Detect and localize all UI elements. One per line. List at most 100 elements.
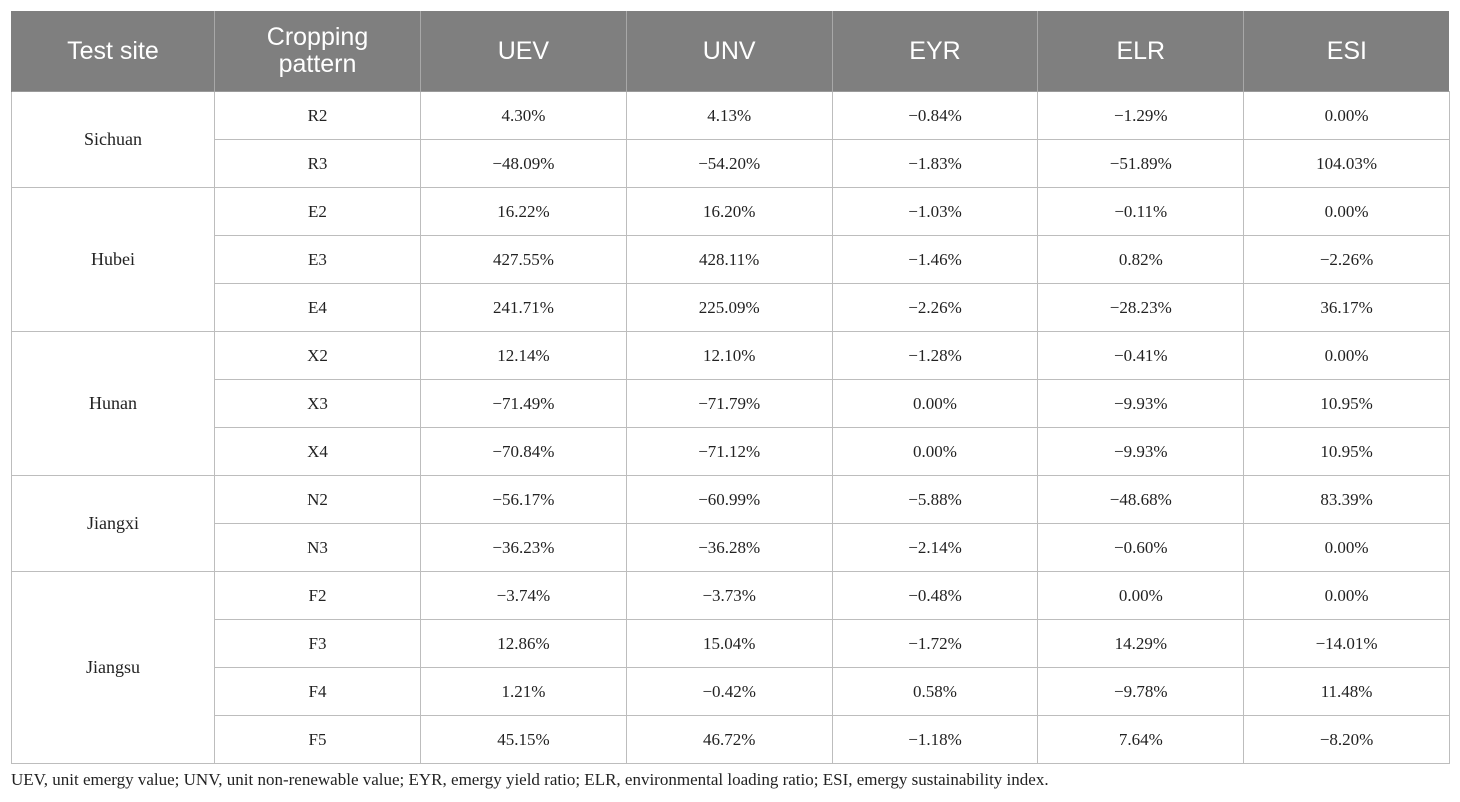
cell-esi: 83.39% — [1243, 475, 1450, 524]
table-row: F5 45.15% 46.72% −1.18% 7.64% −8.20% — [12, 715, 1450, 764]
cell-test-site: Jiangsu — [11, 571, 215, 764]
table-row: X4 −70.84% −71.12% 0.00% −9.93% 10.95% — [12, 427, 1450, 476]
cell-elr: −9.93% — [1037, 379, 1245, 428]
header-elr: ELR — [1037, 11, 1244, 92]
cell-eyr: −1.03% — [831, 187, 1039, 236]
header-eyr: EYR — [831, 11, 1038, 92]
cell-unv: −54.20% — [625, 139, 833, 188]
table-row: Jiangxi N2 −56.17% −60.99% −5.88% −48.68% 83.3… — [11, 475, 1450, 572]
table-row: Jiangsu F2 −3.74% −3.73% −0.48% 0.00% 0.00% — [11, 571, 1450, 764]
cell-unv: 46.72% — [625, 715, 833, 764]
cell-uev: 12.14% — [420, 331, 627, 380]
cell-unv: 16.20% — [625, 187, 833, 236]
cell-uev: −56.17% — [420, 475, 627, 524]
cell-cropping-pattern: X3 — [214, 379, 421, 428]
cell-elr: −48.68% — [1037, 475, 1245, 524]
cell-unv: −0.42% — [625, 667, 833, 716]
cell-elr: −28.23% — [1037, 283, 1245, 332]
cell-eyr: −5.88% — [831, 475, 1039, 524]
cell-test-site: Hubei — [11, 187, 215, 332]
header-cropping-pattern-text: Cropping pattern — [266, 23, 369, 78]
cell-unv: 4.13% — [625, 91, 833, 140]
cell-unv: −36.28% — [625, 523, 833, 572]
header-row: Test site Cropping pattern UEV UNV EYR EL… — [11, 11, 1450, 92]
cell-eyr: 0.00% — [831, 427, 1039, 476]
header-cropping-pattern: Cropping pattern — [214, 11, 421, 92]
cell-cropping-pattern: F2 — [214, 571, 421, 620]
cell-uev: 1.21% — [420, 667, 627, 716]
cell-esi: 0.00% — [1243, 331, 1450, 380]
cell-uev: 45.15% — [420, 715, 627, 764]
cell-cropping-pattern: E4 — [214, 283, 421, 332]
cell-uev: 427.55% — [420, 235, 627, 284]
cell-cropping-pattern: F4 — [214, 667, 421, 716]
cell-elr: −0.11% — [1037, 187, 1245, 236]
cell-elr: −51.89% — [1037, 139, 1245, 188]
header-test-site: Test site — [11, 11, 215, 92]
cell-esi: 104.03% — [1243, 139, 1450, 188]
table-footnote: UEV, unit emergy value; UNV, unit non-re… — [11, 770, 1049, 789]
cell-eyr: −1.18% — [831, 715, 1039, 764]
cell-elr: 7.64% — [1037, 715, 1245, 764]
table-row: N3 −36.23% −36.28% −2.14% −0.60% 0.00% — [12, 523, 1450, 572]
table-row: Hubei E2 16.22% 16.20% −1.03% −0.11% 0.00% — [11, 187, 1450, 332]
cell-eyr: −1.72% — [831, 619, 1039, 668]
cell-elr: 0.00% — [1037, 571, 1245, 620]
cell-test-site: Hunan — [11, 331, 215, 476]
cell-uev: 241.71% — [420, 283, 627, 332]
cell-cropping-pattern: E3 — [214, 235, 421, 284]
cell-elr: −0.41% — [1037, 331, 1245, 380]
table-row: Sichuan R2 4.30% 4.13% −0.84% −1.29% 0.00% — [11, 91, 1450, 188]
cell-eyr: −1.83% — [831, 139, 1039, 188]
header-esi: ESI — [1243, 11, 1450, 92]
cell-elr: 14.29% — [1037, 619, 1245, 668]
cell-uev: 16.22% — [420, 187, 627, 236]
table-row: R3 −48.09% −54.20% −1.83% −51.89% 104.03% — [12, 139, 1450, 188]
emergy-table-container: Test site Cropping pattern UEV UNV EYR EL… — [11, 11, 1450, 764]
cell-eyr: −1.46% — [831, 235, 1039, 284]
cell-esi: −14.01% — [1243, 619, 1450, 668]
cell-cropping-pattern: E2 — [214, 187, 421, 236]
cell-uev: −48.09% — [420, 139, 627, 188]
cell-eyr: −0.84% — [831, 91, 1039, 140]
cell-cropping-pattern: F3 — [214, 619, 421, 668]
cell-uev: −3.74% — [420, 571, 627, 620]
cell-eyr: −2.26% — [831, 283, 1039, 332]
cell-unv: 428.11% — [625, 235, 833, 284]
cell-cropping-pattern: F5 — [214, 715, 421, 764]
cell-elr: −9.93% — [1037, 427, 1245, 476]
cell-esi: −2.26% — [1243, 235, 1450, 284]
cell-unv: −60.99% — [625, 475, 833, 524]
cell-esi: 0.00% — [1243, 91, 1450, 140]
cell-esi: 0.00% — [1243, 571, 1450, 620]
cell-eyr: 0.00% — [831, 379, 1039, 428]
table-header: Test site Cropping pattern UEV UNV EYR EL… — [11, 11, 1450, 92]
cell-uev: 12.86% — [420, 619, 627, 668]
cell-unv: −71.12% — [625, 427, 833, 476]
cell-uev: −70.84% — [420, 427, 627, 476]
cell-elr: 0.82% — [1037, 235, 1245, 284]
table-body: Sichuan R2 4.30% 4.13% −0.84% −1.29% 0.00% R3 −4… — [11, 91, 1450, 764]
table-row: F4 1.21% −0.42% 0.58% −9.78% 11.48% — [12, 667, 1450, 716]
cell-cropping-pattern: R3 — [214, 139, 421, 188]
cell-eyr: −1.28% — [831, 331, 1039, 380]
cell-cropping-pattern: X2 — [214, 331, 421, 380]
cell-cropping-pattern: R2 — [214, 91, 421, 140]
cell-test-site: Sichuan — [11, 91, 215, 188]
emergy-table: Test site Cropping pattern UEV UNV EYR EL… — [11, 11, 1450, 764]
cell-eyr: −2.14% — [831, 523, 1039, 572]
cell-esi: 36.17% — [1243, 283, 1450, 332]
cell-unv: 15.04% — [625, 619, 833, 668]
cell-esi: 10.95% — [1243, 379, 1450, 428]
cell-unv: −3.73% — [625, 571, 833, 620]
table-row: Hunan X2 12.14% 12.10% −1.28% −0.41% 0.00% — [11, 331, 1450, 476]
cell-cropping-pattern: N2 — [214, 475, 421, 524]
cell-unv: 225.09% — [625, 283, 833, 332]
cell-elr: −0.60% — [1037, 523, 1245, 572]
cell-test-site: Jiangxi — [11, 475, 215, 572]
cell-uev: 4.30% — [420, 91, 627, 140]
table-row: E4 241.71% 225.09% −2.26% −28.23% 36.17% — [12, 283, 1450, 332]
cell-elr: −9.78% — [1037, 667, 1245, 716]
table-row: F3 12.86% 15.04% −1.72% 14.29% −14.01% — [12, 619, 1450, 668]
cell-esi: 0.00% — [1243, 187, 1450, 236]
